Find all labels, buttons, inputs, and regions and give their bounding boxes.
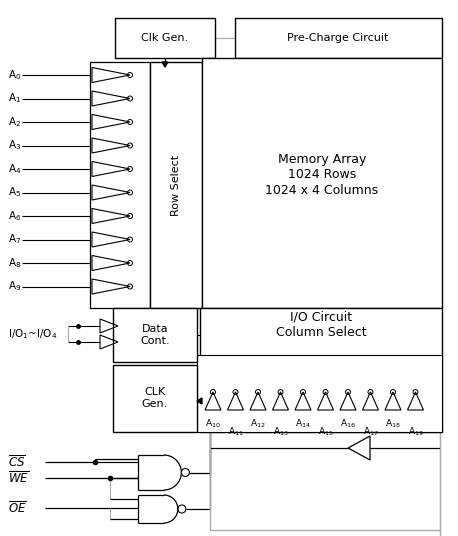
- Bar: [115, 18, 215, 58]
- Bar: [197, 355, 442, 432]
- Text: A$_{10}$: A$_{10}$: [205, 418, 221, 430]
- Text: A$_7$: A$_7$: [8, 233, 21, 247]
- Bar: [202, 58, 442, 308]
- Text: A$_{13}$: A$_{13}$: [273, 426, 289, 438]
- Text: A$_8$: A$_8$: [8, 256, 22, 270]
- Text: A$_{19}$: A$_{19}$: [408, 426, 424, 438]
- Polygon shape: [197, 398, 202, 404]
- Bar: [235, 18, 442, 58]
- Text: A$_2$: A$_2$: [8, 115, 21, 129]
- Text: $\overline{OE}$: $\overline{OE}$: [8, 500, 27, 516]
- Text: A$_4$: A$_4$: [8, 162, 22, 176]
- Text: A$_{11}$: A$_{11}$: [228, 426, 243, 438]
- Text: Data
Cont.: Data Cont.: [140, 324, 170, 346]
- Text: A$_3$: A$_3$: [8, 139, 21, 152]
- Text: A$_0$: A$_0$: [8, 68, 22, 82]
- Text: $\overline{WE}$: $\overline{WE}$: [8, 470, 29, 486]
- Text: A$_9$: A$_9$: [8, 280, 22, 293]
- Polygon shape: [162, 62, 168, 67]
- Bar: [113, 308, 197, 362]
- Bar: [113, 365, 197, 432]
- Text: $\overline{CS}$: $\overline{CS}$: [8, 454, 26, 470]
- Text: A$_{12}$: A$_{12}$: [250, 418, 266, 430]
- Text: Clk Gen.: Clk Gen.: [142, 33, 189, 43]
- Text: A$_{18}$: A$_{18}$: [385, 418, 401, 430]
- Text: CLK
Gen.: CLK Gen.: [142, 387, 168, 409]
- Text: A$_{15}$: A$_{15}$: [318, 426, 333, 438]
- Text: A$_5$: A$_5$: [8, 185, 21, 199]
- Text: Memory Array
1024 Rows
1024 x 4 Columns: Memory Array 1024 Rows 1024 x 4 Columns: [266, 153, 379, 197]
- Bar: [200, 308, 442, 432]
- Bar: [150, 62, 202, 308]
- Text: A$_{17}$: A$_{17}$: [363, 426, 378, 438]
- Text: Row Select: Row Select: [171, 154, 181, 215]
- Bar: [90, 62, 150, 308]
- Text: A$_1$: A$_1$: [8, 92, 21, 106]
- Text: I/O$_1$~I/O$_4$: I/O$_1$~I/O$_4$: [8, 327, 57, 341]
- Text: I/O Circuit
Column Select: I/O Circuit Column Select: [276, 311, 366, 339]
- Text: A$_{14}$: A$_{14}$: [295, 418, 311, 430]
- Text: A$_6$: A$_6$: [8, 209, 22, 223]
- Text: A$_{16}$: A$_{16}$: [340, 418, 356, 430]
- Text: Pre-Charge Circuit: Pre-Charge Circuit: [287, 33, 389, 43]
